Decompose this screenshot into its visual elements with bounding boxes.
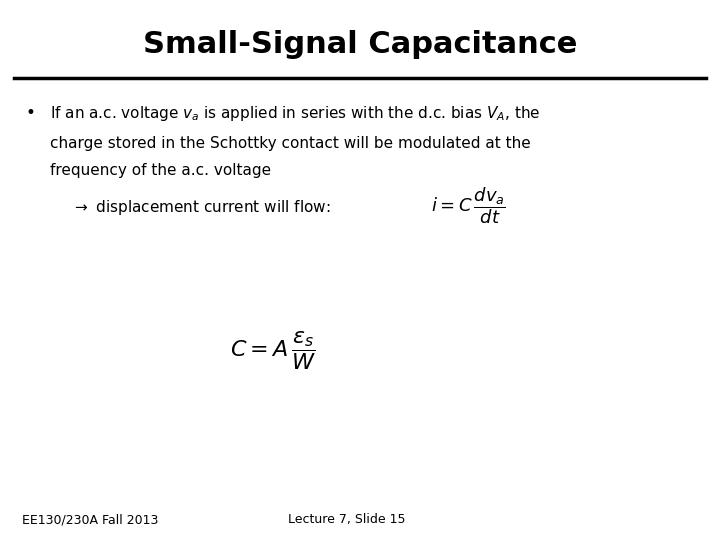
Text: Small-Signal Capacitance: Small-Signal Capacitance	[143, 30, 577, 59]
Text: $C = A\,\dfrac{\varepsilon_s}{W}$: $C = A\,\dfrac{\varepsilon_s}{W}$	[230, 330, 317, 372]
Text: charge stored in the Schottky contact will be modulated at the: charge stored in the Schottky contact wi…	[50, 136, 531, 151]
Text: Lecture 7, Slide 15: Lecture 7, Slide 15	[288, 514, 405, 526]
Text: $i = C\,\dfrac{dv_a}{dt}$: $i = C\,\dfrac{dv_a}{dt}$	[431, 185, 505, 226]
Text: •: •	[25, 104, 35, 123]
Text: EE130/230A Fall 2013: EE130/230A Fall 2013	[22, 514, 158, 526]
Text: frequency of the a.c. voltage: frequency of the a.c. voltage	[50, 163, 271, 178]
Text: If an a.c. voltage $v_a$ is applied in series with the d.c. bias $V_A$, the: If an a.c. voltage $v_a$ is applied in s…	[50, 104, 541, 123]
Text: $\rightarrow$ displacement current will flow:: $\rightarrow$ displacement current will …	[72, 198, 330, 218]
